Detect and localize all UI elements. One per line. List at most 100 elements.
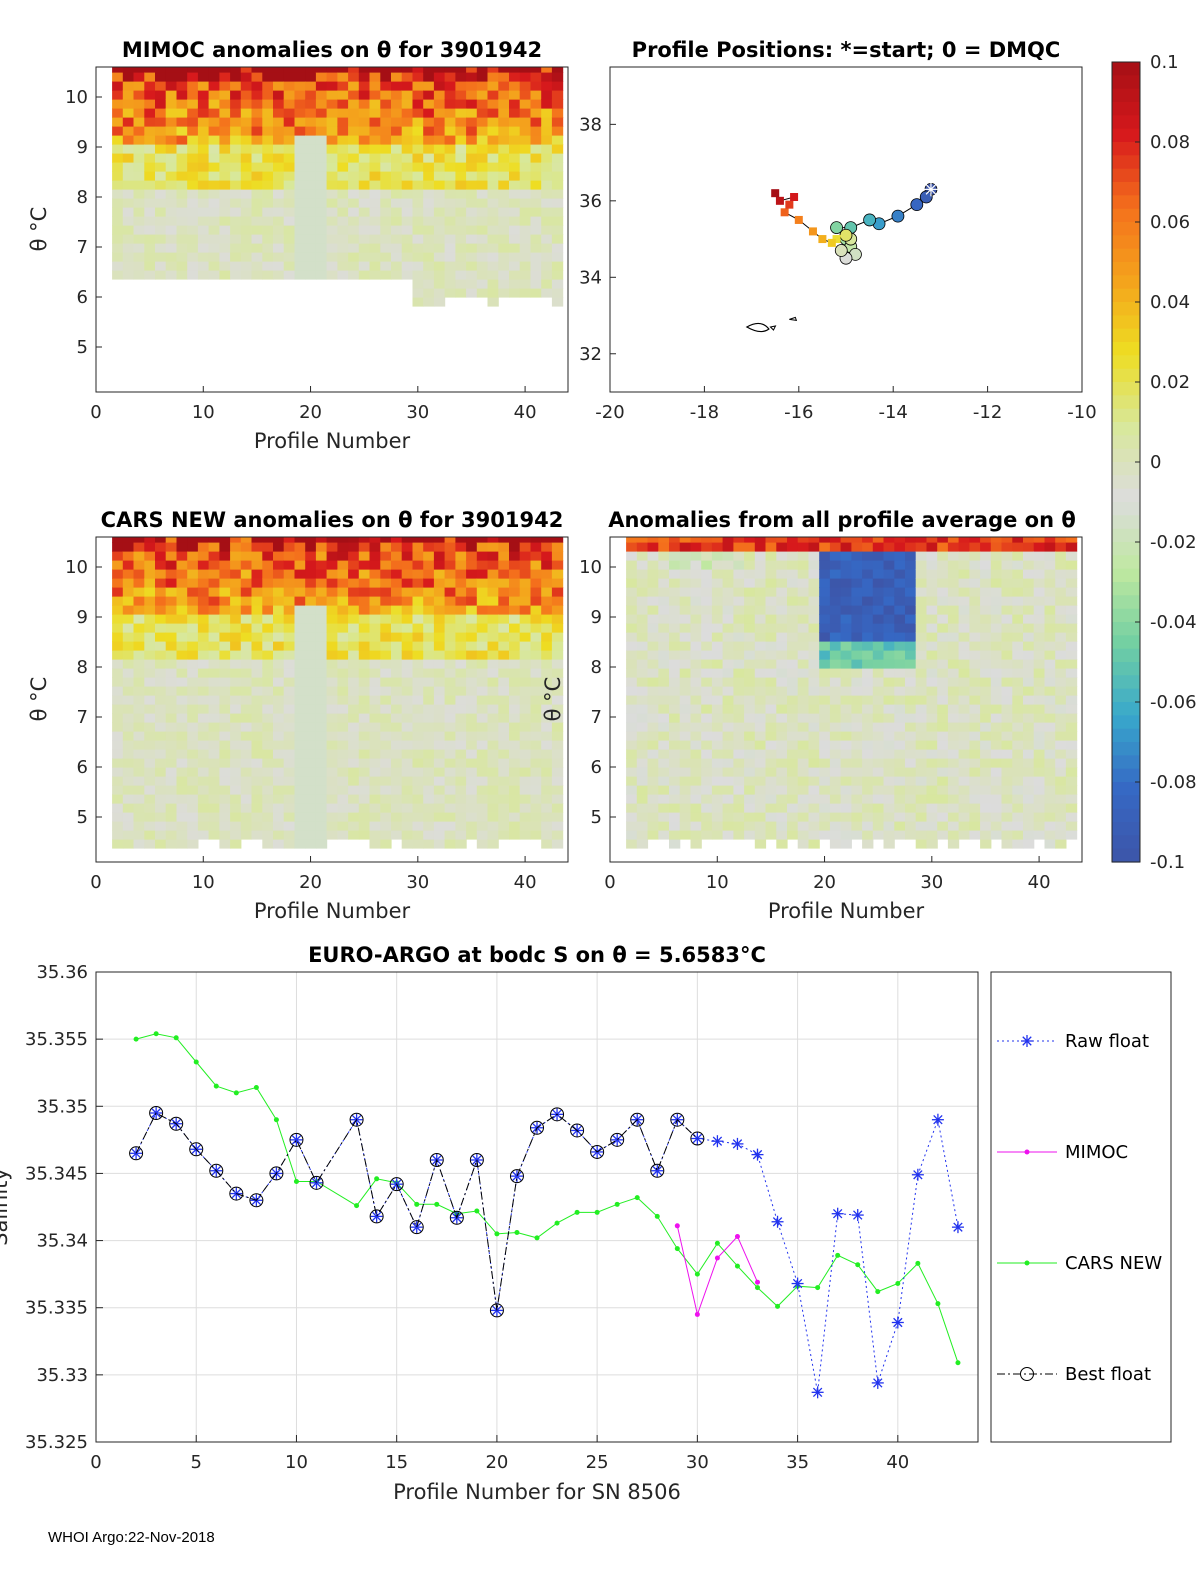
heatmap-cell (412, 713, 424, 723)
position-point (785, 200, 794, 209)
heatmap-cell (509, 207, 521, 217)
heatmap-cell (647, 794, 659, 804)
heatmap-cell (937, 632, 949, 642)
heatmap-cell (187, 180, 199, 190)
heatmap-cell (380, 162, 392, 172)
heatmap-cell (165, 90, 177, 100)
heatmap-cell (155, 153, 167, 163)
heatmap-cell (369, 569, 381, 579)
heatmap-cell (1065, 650, 1078, 660)
heatmap-cell (915, 839, 927, 849)
heatmap-cell (679, 650, 691, 660)
heatmap-cell (358, 740, 371, 750)
heatmap-cell (358, 117, 371, 127)
heatmap-cell (551, 578, 564, 588)
heatmap-cell (658, 537, 670, 543)
heatmap-cell (498, 153, 510, 163)
heatmap-cell (1044, 767, 1056, 777)
heatmap-cell (754, 704, 767, 714)
heatmap-cell (679, 668, 691, 678)
heatmap-cell (251, 72, 263, 82)
x-tick-label: 20 (813, 872, 836, 893)
heatmap-cell (444, 641, 456, 651)
heatmap-cell (797, 614, 809, 624)
heatmap-cell (776, 605, 788, 615)
heatmap-cell (519, 740, 531, 750)
heatmap-cell (358, 198, 371, 208)
heatmap-cell (348, 207, 360, 217)
heatmap-cell (862, 776, 874, 786)
heatmap-cell (915, 578, 927, 588)
heatmap-cell (358, 704, 371, 714)
heatmap-cell (926, 695, 938, 705)
heatmap-cell (541, 90, 553, 100)
heatmap-cell (947, 776, 960, 786)
heatmap-cell (283, 207, 295, 217)
heatmap-cell (1033, 650, 1045, 660)
heatmap-cell (509, 117, 521, 127)
heatmap-cell (176, 632, 188, 642)
heatmap-cell (187, 569, 199, 579)
heatmap-cell (636, 740, 649, 750)
heatmap-cell (433, 99, 446, 109)
heatmap-cell (969, 812, 981, 822)
heatmap-cell (883, 632, 895, 642)
heatmap-cell (337, 587, 349, 597)
heatmap-cell (1055, 830, 1067, 840)
heatmap-cell (744, 551, 756, 561)
heatmap-cell (797, 821, 809, 831)
heatmap-cell (829, 821, 842, 831)
heatmap-cell (283, 794, 295, 804)
position-point (771, 189, 780, 198)
heatmap-cell (305, 537, 317, 543)
heatmap-cell (305, 650, 317, 660)
heatmap-cell (926, 704, 938, 714)
heatmap-cell (423, 180, 435, 190)
heatmap-cell (112, 587, 124, 597)
heatmap-cell (765, 605, 777, 615)
heatmap-cell (776, 713, 788, 723)
heatmap-cell (466, 560, 478, 570)
heatmap-cell (647, 668, 659, 678)
heatmap-cell (1012, 830, 1024, 840)
heatmap-cell (444, 785, 456, 795)
heatmap-cell (144, 650, 156, 660)
heatmap-cell (208, 216, 220, 226)
heatmap-cell (872, 713, 885, 723)
heatmap-cell (326, 189, 338, 199)
heatmap-cell (551, 279, 564, 289)
heatmap-cell (294, 270, 306, 280)
heatmap-cell (658, 569, 670, 579)
heatmap-cell (819, 587, 831, 597)
series-best-float (129, 1106, 705, 1318)
heatmap-cell (797, 659, 809, 669)
heatmap-cell (969, 776, 981, 786)
heatmap-cell (883, 704, 895, 714)
heatmap-cell (498, 560, 510, 570)
heatmap-cell (733, 794, 745, 804)
heatmap-cell (187, 650, 199, 660)
heatmap-cell (423, 117, 435, 127)
y-tick-label: 35.335 (25, 1298, 88, 1319)
heatmap-cell (711, 569, 724, 579)
heatmap-cell (315, 537, 328, 543)
heatmap-cell (840, 803, 852, 813)
heatmap-cell (315, 803, 328, 813)
heatmap-cell (487, 108, 499, 118)
heatmap-cell (197, 252, 210, 262)
heatmap-cell (337, 776, 349, 786)
heatmap-cell (701, 704, 713, 714)
colorbar-step (1112, 62, 1140, 76)
heatmap-cell (711, 776, 724, 786)
heatmap-cell (551, 90, 564, 100)
heatmap-cell (872, 812, 885, 822)
heatmap-cell (122, 605, 135, 615)
x-tick-label: 40 (514, 872, 537, 893)
heatmap-cell (326, 67, 338, 73)
heatmap-cell (197, 776, 210, 786)
heatmap-cell (305, 569, 317, 579)
heatmap-cell (240, 198, 253, 208)
heatmap-cell (937, 587, 949, 597)
heatmap-cell (380, 839, 392, 849)
y-tick-label: 5 (77, 807, 88, 828)
